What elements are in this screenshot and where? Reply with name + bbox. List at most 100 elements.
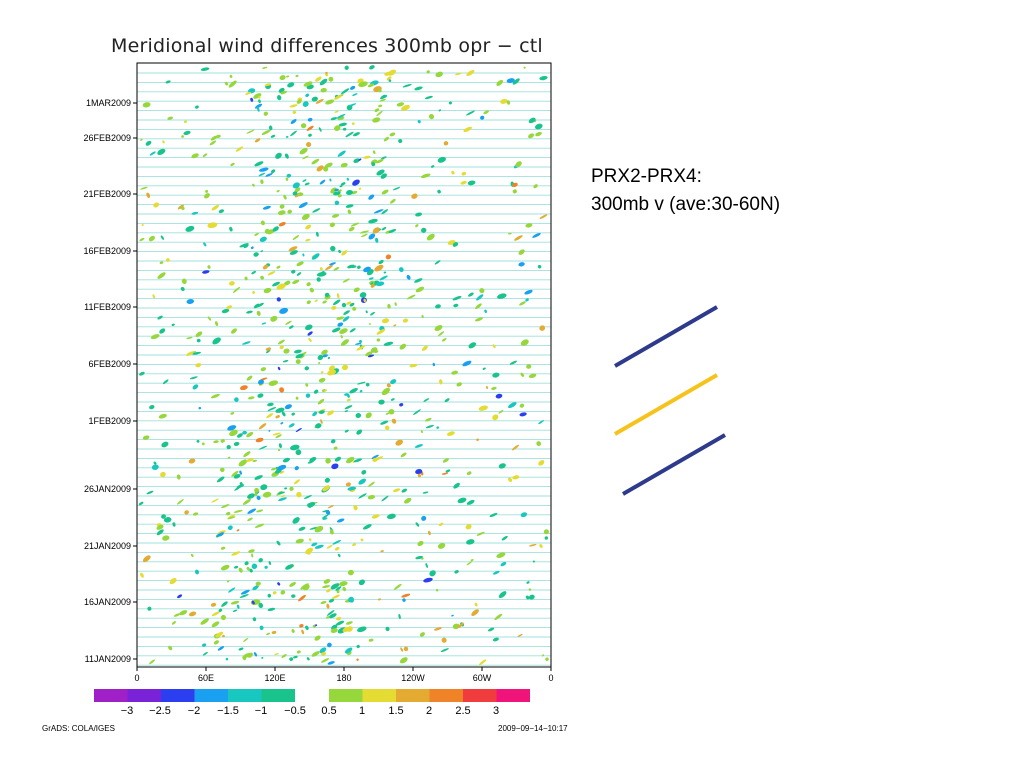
contour-blob [374,209,384,214]
contour-blob [476,531,485,536]
contour-blob [340,182,346,186]
contour-blob [272,226,279,232]
contour-blob [356,658,359,661]
contour-blob [333,446,338,450]
contour-blob [539,325,546,331]
colorbar-swatch [396,689,430,702]
contour-blob [393,324,397,327]
contour-blob [403,646,409,652]
contour-blob [506,78,515,84]
contour-blob [423,577,433,583]
contour-blob [365,310,368,314]
contour-blob [246,431,254,438]
contour-blob [304,182,310,186]
contour-blob [202,270,210,274]
contour-blob [425,417,432,422]
contour-blob [291,629,295,633]
contour-blob [378,104,383,108]
contour-blob [252,459,257,462]
contour-blob [367,494,376,500]
contour-blob [267,407,277,412]
contour-blob [541,654,545,657]
contour-blob [148,235,155,242]
contour-blob [386,76,392,81]
contour-blob [277,366,281,371]
colorbar-label: −3 [121,705,134,717]
contour-blob [277,449,281,452]
contour-blob [329,262,336,266]
contour-blob [211,621,220,628]
contour-blob [344,393,349,396]
contour-blob [166,258,170,262]
contour-blob [221,601,228,607]
contour-blob [345,204,354,208]
contour-blob [433,627,442,631]
contour-blob [191,153,199,159]
contour-blob [248,396,255,400]
contour-blob [389,132,396,137]
contour-blob [279,204,285,209]
contour-blob [245,91,252,95]
contour-blob [371,454,379,460]
contour-blob [306,282,311,287]
contour-blob [229,429,238,437]
contour-blob [411,193,418,199]
contour-blob [258,558,263,563]
colorbar-swatch [94,689,128,702]
contour-blob [348,226,355,232]
contour-blob [358,158,362,161]
contour-blob [167,116,174,120]
contour-blob [250,246,254,250]
contour-blob [314,525,324,533]
contour-blob [292,182,300,189]
contour-blob [328,365,335,371]
contour-blob [319,647,327,654]
contour-blob [188,458,196,464]
contour-blob [368,323,371,325]
contour-blob [334,188,339,192]
contour-blob [183,130,191,135]
contour-blob [375,237,379,243]
contour-blob [260,367,267,372]
contour-blob [247,508,257,514]
contour-blob [492,414,499,421]
contour-blob [151,464,159,470]
contour-blob [381,318,390,324]
contour-blob [532,232,541,238]
contour-blob [385,412,390,415]
contour-blob [254,475,263,480]
annotation-slash [621,433,727,496]
contour-blob [250,97,254,102]
contour-blob [265,173,273,177]
contour-blob [305,324,313,331]
contour-blob [339,581,348,587]
contour-blob [359,340,362,343]
contour-blob [316,231,319,237]
contour-blob [320,419,323,424]
contour-blob [359,230,370,234]
contour-blob [140,572,144,578]
colorbar-swatch [127,689,161,702]
contour-blob [140,138,143,141]
contour-blob [325,71,328,75]
contour-blob [370,284,375,288]
contour-blob [435,588,439,592]
contour-blob [501,535,508,541]
contour-blob [444,398,450,403]
contour-blob [235,146,244,152]
contour-blob [432,362,436,367]
contour-blob [242,341,251,345]
contour-blob [258,423,267,430]
contour-blob [349,302,355,307]
contour-blob [352,93,358,96]
contour-blob [254,523,265,528]
contour-blob [160,235,165,240]
contour-blob [344,65,349,70]
contour-blob [451,170,455,175]
contour-blob [262,205,271,210]
contour-blob [375,281,385,287]
contour-blob [262,264,269,270]
contour-blob [294,187,301,193]
contour-blob [328,598,335,603]
contour-blob [425,563,428,568]
